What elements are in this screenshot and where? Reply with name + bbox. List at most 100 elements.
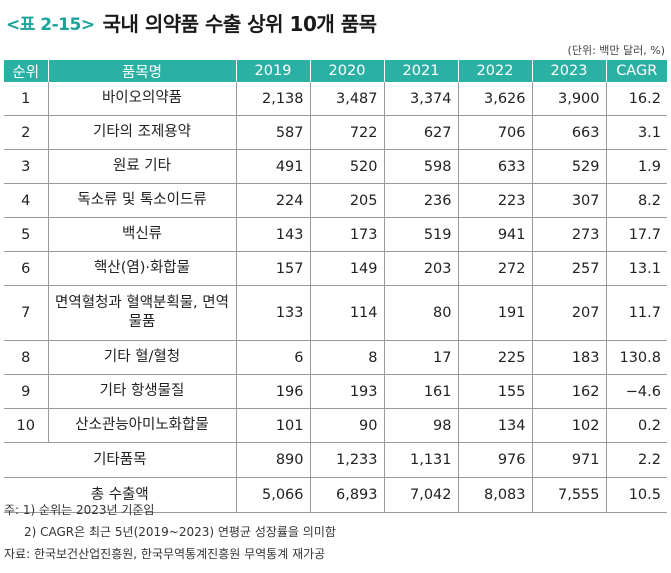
header-2021: 2021 [383, 60, 458, 82]
value-cell-2022: 191 [458, 285, 533, 341]
cagr-cell: 0.2 [606, 408, 667, 443]
table-row: 4 독소류 및 톡소이드류 224 205 236 223 307 8.2 [4, 183, 667, 218]
value-cell-2022: 941 [458, 217, 533, 252]
footnotes: 주: 1) 순위는 2023년 기준임 2) CAGR은 최근 5년(2019~… [4, 499, 336, 565]
value-cell-2021: 203 [384, 251, 459, 286]
header-cagr: CAGR [605, 60, 667, 82]
value-cell-2021: 1,131 [384, 442, 459, 478]
value-cell-2023: 102 [532, 408, 607, 443]
value-cell-2022: 633 [458, 149, 533, 184]
value-cell-2020: 90 [310, 408, 385, 443]
value-cell-2023: 3,900 [532, 82, 607, 116]
value-cell-2022: 976 [458, 442, 533, 478]
value-cell-2021: 98 [384, 408, 459, 443]
value-cell-2021: 236 [384, 183, 459, 218]
value-cell-2019: 196 [236, 374, 311, 409]
value-cell-2022: 3,626 [458, 82, 533, 116]
item-name-cell: 독소류 및 톡소이드류 [48, 183, 237, 218]
table-row: 5 백신류 143 173 519 941 273 17.7 [4, 217, 667, 252]
table-row: 6 핵산(염)·화합물 157 149 203 272 257 13.1 [4, 251, 667, 286]
header-rank: 순위 [4, 60, 48, 82]
export-table: 순위 품목명 2019 2020 2021 2022 2023 CAGR 1 바이… [4, 60, 667, 513]
value-cell-2021: 598 [384, 149, 459, 184]
cagr-cell: 2.2 [606, 442, 667, 478]
table-row: 8 기타 혈/혈청 6 8 17 225 183 130.8 [4, 340, 667, 375]
value-cell-2021: 7,042 [384, 477, 459, 513]
value-cell-2020: 149 [310, 251, 385, 286]
table-number-label: <표 2-15> [6, 14, 95, 35]
header-2019: 2019 [235, 60, 310, 82]
value-cell-2019: 890 [236, 442, 311, 478]
value-cell-2019: 224 [236, 183, 311, 218]
value-cell-2023: 273 [532, 217, 607, 252]
value-cell-2023: 7,555 [532, 477, 607, 513]
value-cell-2019: 133 [236, 285, 311, 341]
value-cell-2022: 223 [458, 183, 533, 218]
item-name-cell: 총 수출액 [4, 477, 237, 513]
cagr-cell: 1.9 [606, 149, 667, 184]
unit-note: (단위: 백만 달러, %) [567, 44, 665, 57]
cagr-cell: 8.2 [606, 183, 667, 218]
value-cell-2019: 2,138 [236, 82, 311, 116]
value-cell-2022: 155 [458, 374, 533, 409]
value-cell-2020: 722 [310, 115, 385, 150]
rank-cell: 7 [4, 285, 49, 341]
value-cell-2020: 193 [310, 374, 385, 409]
value-cell-2020: 173 [310, 217, 385, 252]
header-2020: 2020 [309, 60, 384, 82]
value-cell-2020: 8 [310, 340, 385, 375]
value-cell-2021: 519 [384, 217, 459, 252]
cagr-cell: 13.1 [606, 251, 667, 286]
value-cell-2019: 157 [236, 251, 311, 286]
table-title-text: 국내 의약품 수출 상위 10개 품목 [102, 11, 377, 36]
footnote-2: 2) CAGR은 최근 5년(2019~2023) 연평균 성장률을 의미함 [24, 525, 336, 539]
item-name-cell: 기타의 조제용약 [48, 115, 237, 150]
value-cell-2023: 663 [532, 115, 607, 150]
table-row: 10 산소관능아미노화합물 101 90 98 134 102 0.2 [4, 408, 667, 443]
footnote-1: 주: 1) 순위는 2023년 기준임 [4, 503, 155, 517]
value-cell-2022: 706 [458, 115, 533, 150]
header-2022: 2022 [457, 60, 532, 82]
value-cell-2020: 6,893 [310, 477, 385, 513]
source-note: 자료: 한국보건산업진흥원, 한국무역통계진흥원 무역통계 재가공 [4, 547, 326, 561]
item-name-cell: 기타품목 [4, 442, 237, 478]
item-name-cell: 산소관능아미노화합물 [48, 408, 237, 443]
value-cell-2019: 6 [236, 340, 311, 375]
value-cell-2020: 520 [310, 149, 385, 184]
value-cell-2023: 307 [532, 183, 607, 218]
value-cell-2023: 529 [532, 149, 607, 184]
rank-cell: 4 [4, 183, 49, 218]
item-name-cell: 핵산(염)·화합물 [48, 251, 237, 286]
value-cell-2021: 161 [384, 374, 459, 409]
value-cell-2023: 971 [532, 442, 607, 478]
item-name-cell: 면역혈청과 혈액분획물, 면역물품 [48, 285, 237, 341]
table-title: <표 2-15> 국내 의약품 수출 상위 10개 품목 [6, 9, 377, 36]
table-row: 1 바이오의약품 2,138 3,487 3,374 3,626 3,900 16.2 [4, 82, 667, 116]
cagr-cell: 17.7 [606, 217, 667, 252]
header-2023: 2023 [531, 60, 606, 82]
value-cell-2020: 1,233 [310, 442, 385, 478]
cagr-cell: −4.6 [606, 374, 667, 409]
value-cell-2019: 5,066 [236, 477, 311, 513]
cagr-cell: 130.8 [606, 340, 667, 375]
value-cell-2022: 225 [458, 340, 533, 375]
value-cell-2023: 183 [532, 340, 607, 375]
rank-cell: 2 [4, 115, 49, 150]
value-cell-2020: 205 [310, 183, 385, 218]
header-row: 순위 품목명 2019 2020 2021 2022 2023 CAGR [4, 60, 667, 82]
table-row: 7 면역혈청과 혈액분획물, 면역물품 133 114 80 191 207 11.7 [4, 285, 667, 341]
value-cell-2019: 101 [236, 408, 311, 443]
value-cell-2021: 80 [384, 285, 459, 341]
table-row: 9 기타 항생물질 196 193 161 155 162 −4.6 [4, 374, 667, 409]
rank-cell: 6 [4, 251, 49, 286]
value-cell-2021: 627 [384, 115, 459, 150]
rank-cell: 5 [4, 217, 49, 252]
item-name-cell: 기타 항생물질 [48, 374, 237, 409]
item-name-cell: 기타 혈/혈청 [48, 340, 237, 375]
value-cell-2022: 272 [458, 251, 533, 286]
table-row: 3 원료 기타 491 520 598 633 529 1.9 [4, 149, 667, 184]
value-cell-2019: 587 [236, 115, 311, 150]
header-item: 품목명 [47, 60, 236, 82]
value-cell-2020: 3,487 [310, 82, 385, 116]
item-name-cell: 바이오의약품 [48, 82, 237, 116]
